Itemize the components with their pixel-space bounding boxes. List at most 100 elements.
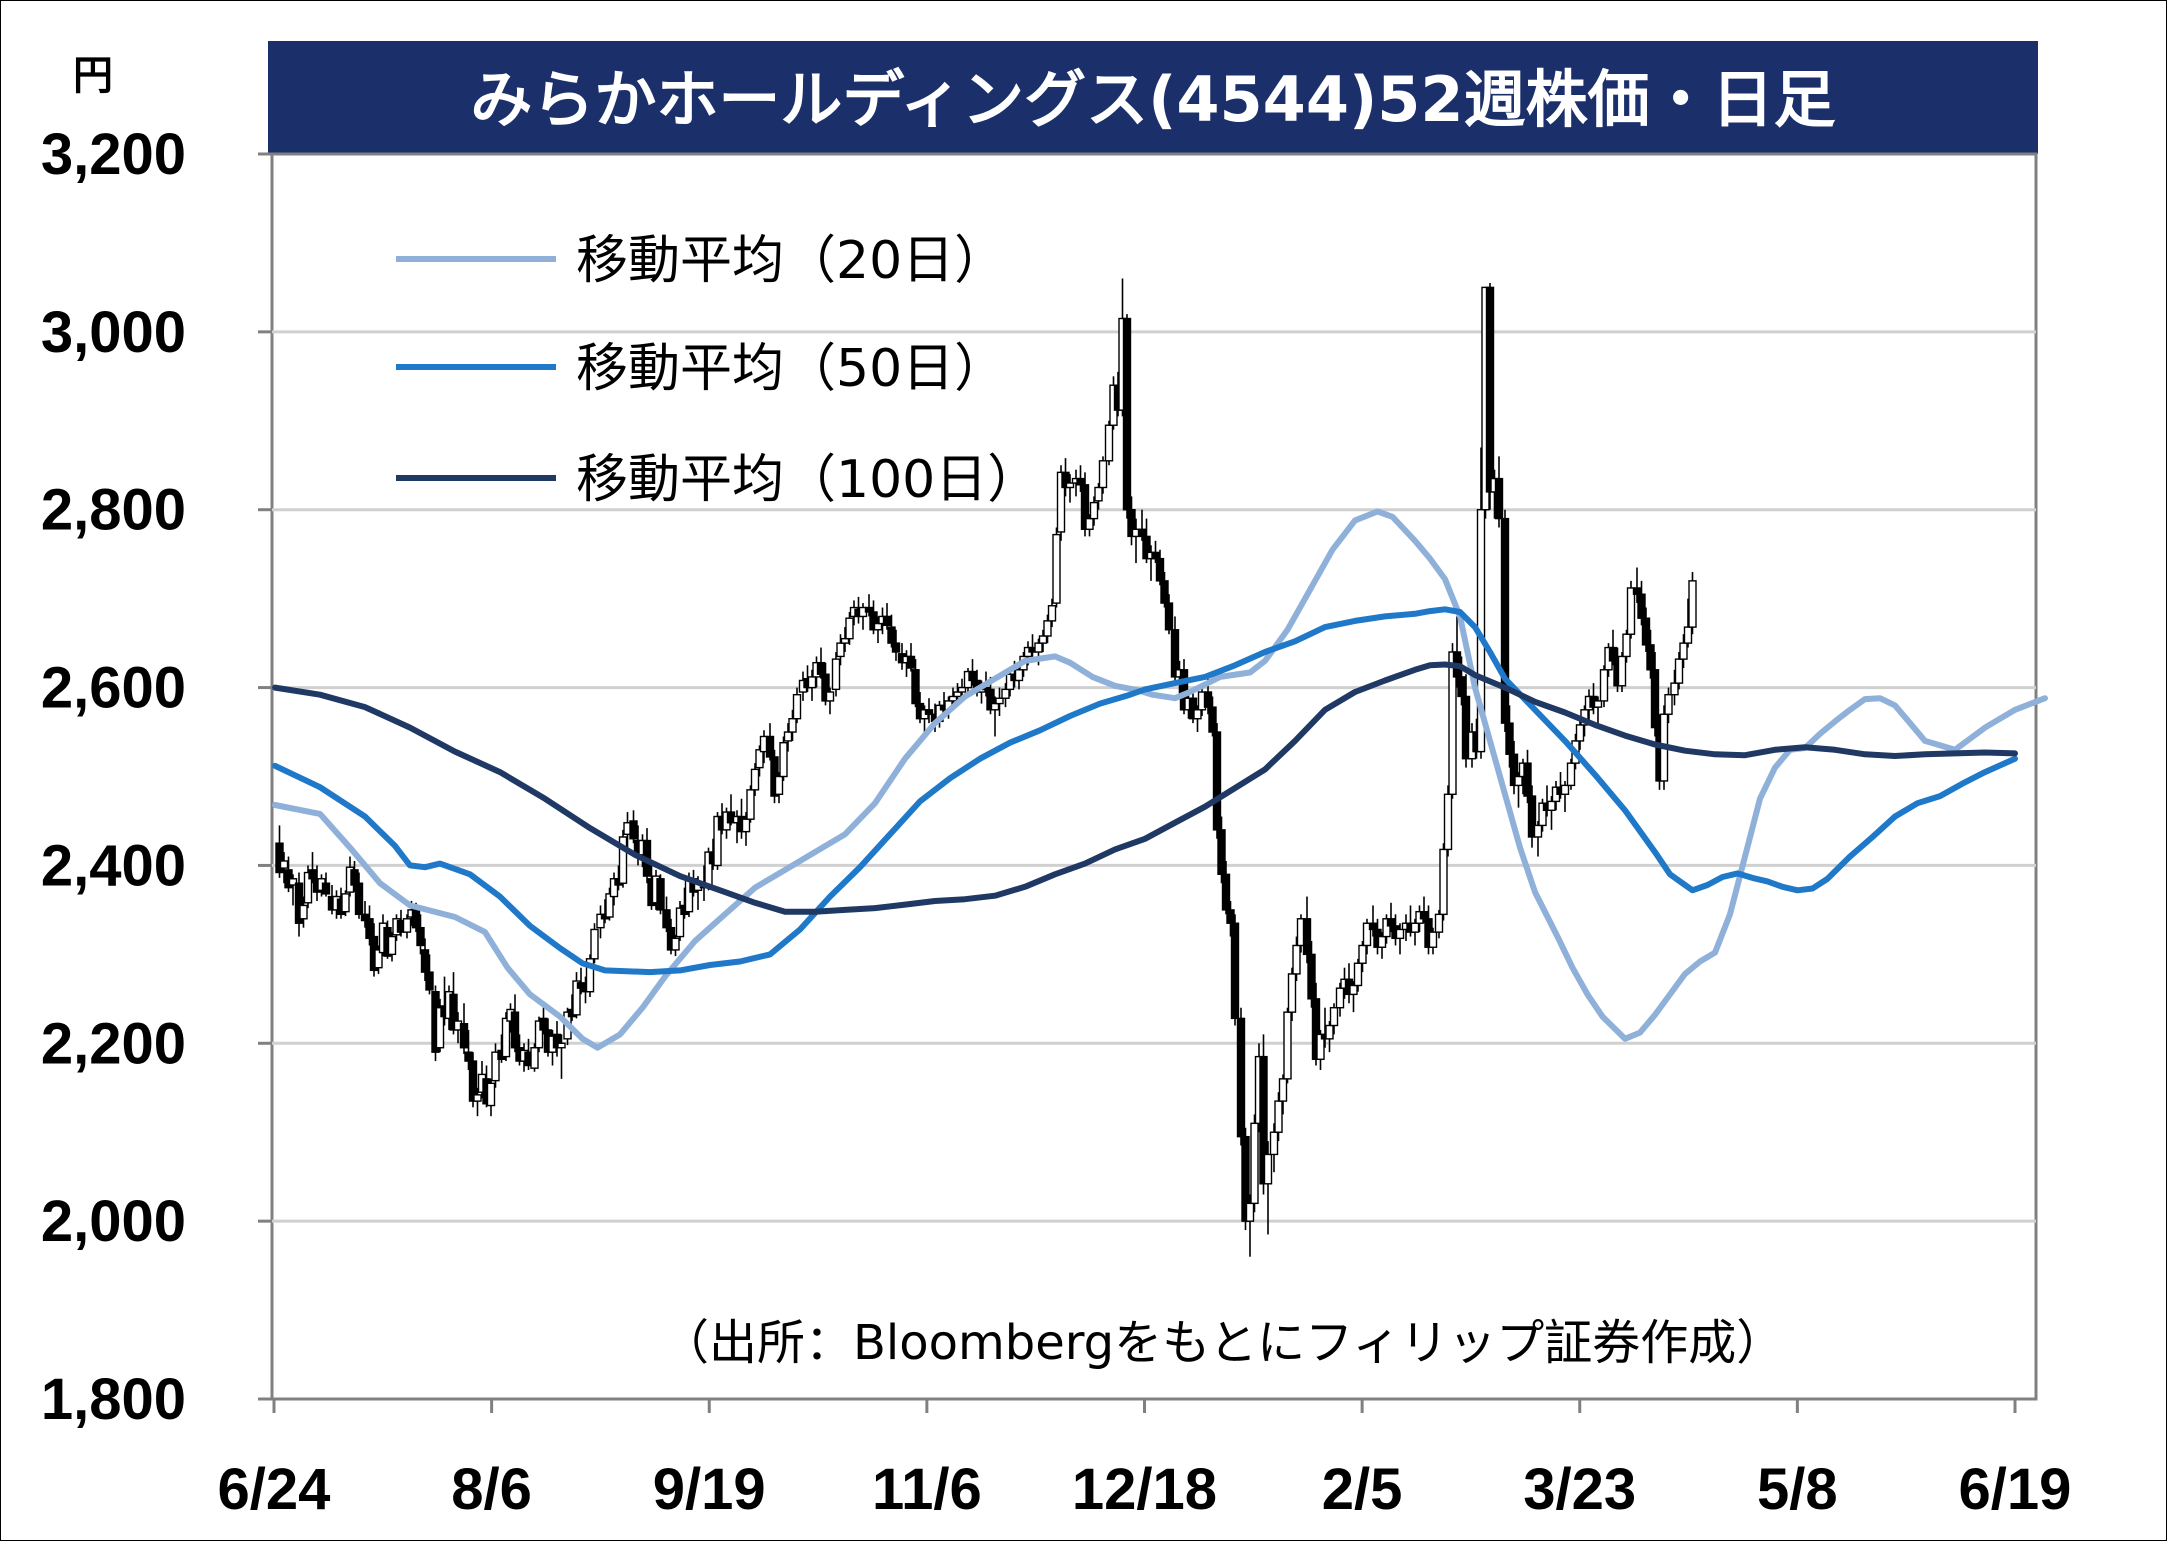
candle [473, 1087, 482, 1117]
candle [746, 785, 755, 823]
candle-body-down [1236, 1017, 1246, 1138]
ma100-line [272, 661, 2018, 915]
candle-body-up [1622, 633, 1631, 658]
candle-body-up [1358, 944, 1367, 964]
candle [1358, 941, 1367, 973]
candle-body-down [924, 709, 934, 715]
candle-body-up [572, 980, 581, 1016]
plot-area [270, 152, 2038, 1401]
candle [836, 634, 845, 666]
candle-body-down [449, 993, 458, 1031]
candle-body-up [530, 1047, 539, 1069]
candle-body-up [873, 622, 883, 631]
candle-body-up [501, 1017, 511, 1058]
candle-body-down [1226, 909, 1235, 924]
candle-body-down [354, 882, 364, 916]
candle-body-down [656, 878, 665, 911]
candle-body-down [968, 670, 977, 682]
candle [1263, 1141, 1273, 1235]
legend: 移動平均（20日） 移動平均（50日） 移動平均（100日） [396, 231, 1039, 510]
candle [425, 954, 434, 995]
candle-body-down [1212, 731, 1222, 831]
candle [354, 872, 364, 919]
candle-body-up [1428, 931, 1438, 948]
candle [1527, 785, 1537, 848]
candle-body-up [1005, 673, 1015, 691]
candle-body-up [1287, 973, 1297, 1013]
legend-label-ma50: 移動平均（50日） [576, 339, 1006, 399]
candle [1523, 749, 1532, 804]
candle [1353, 958, 1363, 992]
y-tick-label: 2,800 [41, 478, 186, 543]
candle-body-up [609, 878, 619, 898]
candle [1122, 314, 1132, 519]
candle-body-up [1688, 580, 1697, 628]
candle-body-down [911, 669, 920, 705]
candle-body-down [882, 615, 892, 627]
candle [1514, 772, 1523, 808]
candle [816, 647, 826, 679]
candle-body-down [275, 842, 284, 874]
candle-body-down [1311, 998, 1321, 1060]
candle-body-up [990, 702, 1000, 711]
y-tick-label: 1,800 [41, 1367, 186, 1432]
candle [350, 860, 359, 893]
candle-body-up [1329, 1007, 1339, 1027]
candle [783, 723, 793, 752]
candle [530, 1043, 539, 1072]
candle [1362, 918, 1372, 955]
candle [1278, 1074, 1288, 1115]
candle [1329, 1003, 1339, 1035]
candle [596, 905, 605, 939]
candle-body-down [360, 913, 370, 922]
candle-body-up [1395, 928, 1405, 940]
candle [501, 1012, 511, 1062]
candle [1043, 614, 1052, 644]
candle [671, 934, 680, 957]
candle-body-up [557, 1042, 566, 1049]
candle [1443, 785, 1453, 857]
candle-body-up [671, 937, 680, 951]
candle-body-down [1637, 593, 1646, 619]
candle [486, 1078, 496, 1117]
candle [618, 829, 628, 888]
candle-body-up [374, 949, 383, 969]
candle-body-down [1230, 922, 1240, 1020]
candle-body-down [468, 1060, 478, 1102]
candle [1547, 796, 1556, 830]
candle [1217, 816, 1226, 884]
candle-body-down [1217, 829, 1226, 876]
unit-label: 円 [73, 53, 113, 99]
candle-body-up [1377, 935, 1387, 948]
candle [1056, 465, 1066, 541]
candle [464, 1029, 473, 1070]
candle-body-down [576, 982, 586, 989]
candle-body-up [1269, 1131, 1279, 1156]
candle-body-up [1443, 793, 1453, 851]
candle-body-down [629, 820, 638, 840]
candle-body-up [1566, 762, 1576, 787]
candle-body-down [308, 869, 317, 880]
candle-body-up [831, 658, 841, 691]
candle-body-down [1632, 587, 1642, 595]
candle-body-up [288, 878, 298, 886]
candle [299, 896, 308, 928]
moving-averages [272, 508, 2048, 1051]
candle-body-down [1527, 795, 1537, 838]
candle [402, 914, 412, 939]
candle [1014, 665, 1024, 690]
candle [557, 1034, 566, 1079]
legend-label-ma100: 移動平均（100日） [576, 450, 1039, 510]
candle-body-down [321, 882, 331, 895]
candle-body-up [1014, 669, 1024, 682]
candle [1094, 483, 1103, 510]
candle-body-down [1127, 509, 1136, 538]
candle [321, 872, 331, 897]
candle-body-up [957, 686, 967, 693]
candle [629, 810, 638, 844]
x-tick-label: 5/8 [1757, 1457, 1838, 1522]
candle [1155, 549, 1165, 586]
candle [1434, 909, 1444, 939]
candle [1335, 982, 1345, 1017]
candle [609, 872, 619, 906]
